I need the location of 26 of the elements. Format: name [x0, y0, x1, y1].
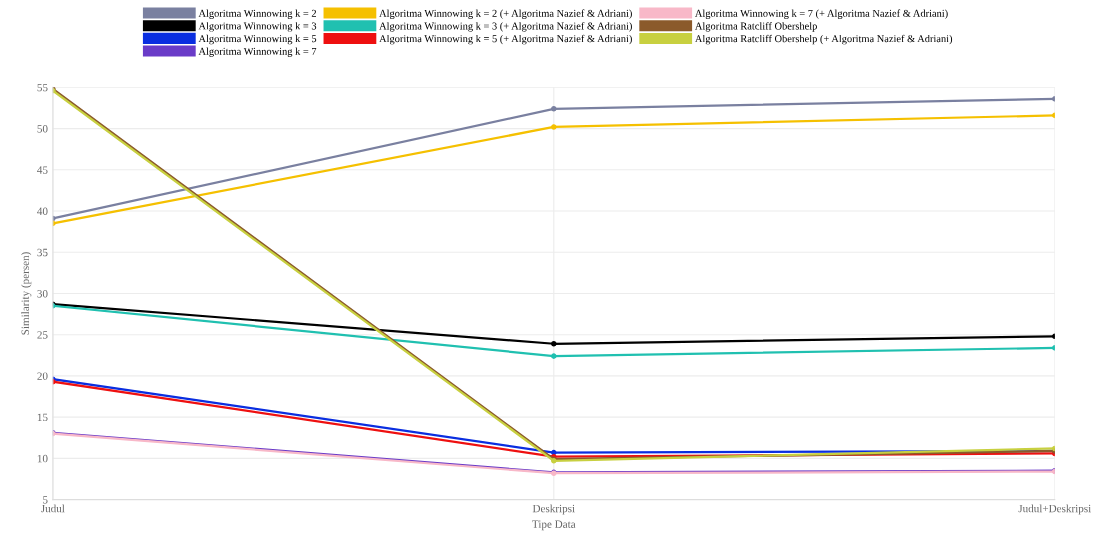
- y-tick-label: 30: [37, 289, 48, 298]
- y-tick-label: 55: [37, 83, 48, 92]
- legend-label: Algoritma Winnowing k = 5: [198, 34, 317, 45]
- legend-label: Algoritma Winnowing k = 3 (+ Algoritma Nazief & Adriani): [379, 22, 632, 32]
- legend-label: Algoritma Ratcliff Obershelp (+ Algoritma Nazief & Adriani): [694, 34, 953, 45]
- y-tick-label: 5: [43, 496, 48, 504]
- y-tick-label: 45: [37, 166, 48, 174]
- y-tick-label: 25: [37, 331, 48, 339]
- y-tick-label: 20: [37, 372, 48, 380]
- legend-label: Algoritma Winnowing k = 2: [198, 9, 317, 19]
- x-tick-label: Deskripsi: [532, 504, 575, 515]
- y-tick-label: 10: [37, 454, 48, 463]
- legend-label: Algoritma Ratcliff Obershelp: [694, 22, 817, 32]
- legend-label: Algoritma Winnowing k = 5 (+ Algoritma Nazief & Adriani): [379, 34, 632, 45]
- x-tick-label: Judul: [41, 504, 65, 513]
- y-axis-title: Similarity (persen): [21, 252, 32, 335]
- y-tick-label: 15: [37, 413, 48, 422]
- y-tick-label: 35: [37, 248, 48, 257]
- legend-label: Algoritma Winnowing k = 3: [198, 22, 317, 32]
- y-tick-label: 40: [37, 207, 48, 215]
- x-tick-label: Judul+Deskripsi: [1018, 504, 1092, 515]
- y-tick-label: 50: [37, 125, 48, 133]
- legend-label: Algoritma Winnowing k = 7: [198, 47, 317, 57]
- legend-label: Algoritma Winnowing k = 2 (+ Algoritma Nazief & Adriani): [379, 9, 632, 19]
- x-axis-title: Tipe Data: [532, 520, 576, 531]
- legend-label: Algoritma Winnowing k = 7 (+ Algoritma Nazief & Adriani): [694, 9, 948, 19]
